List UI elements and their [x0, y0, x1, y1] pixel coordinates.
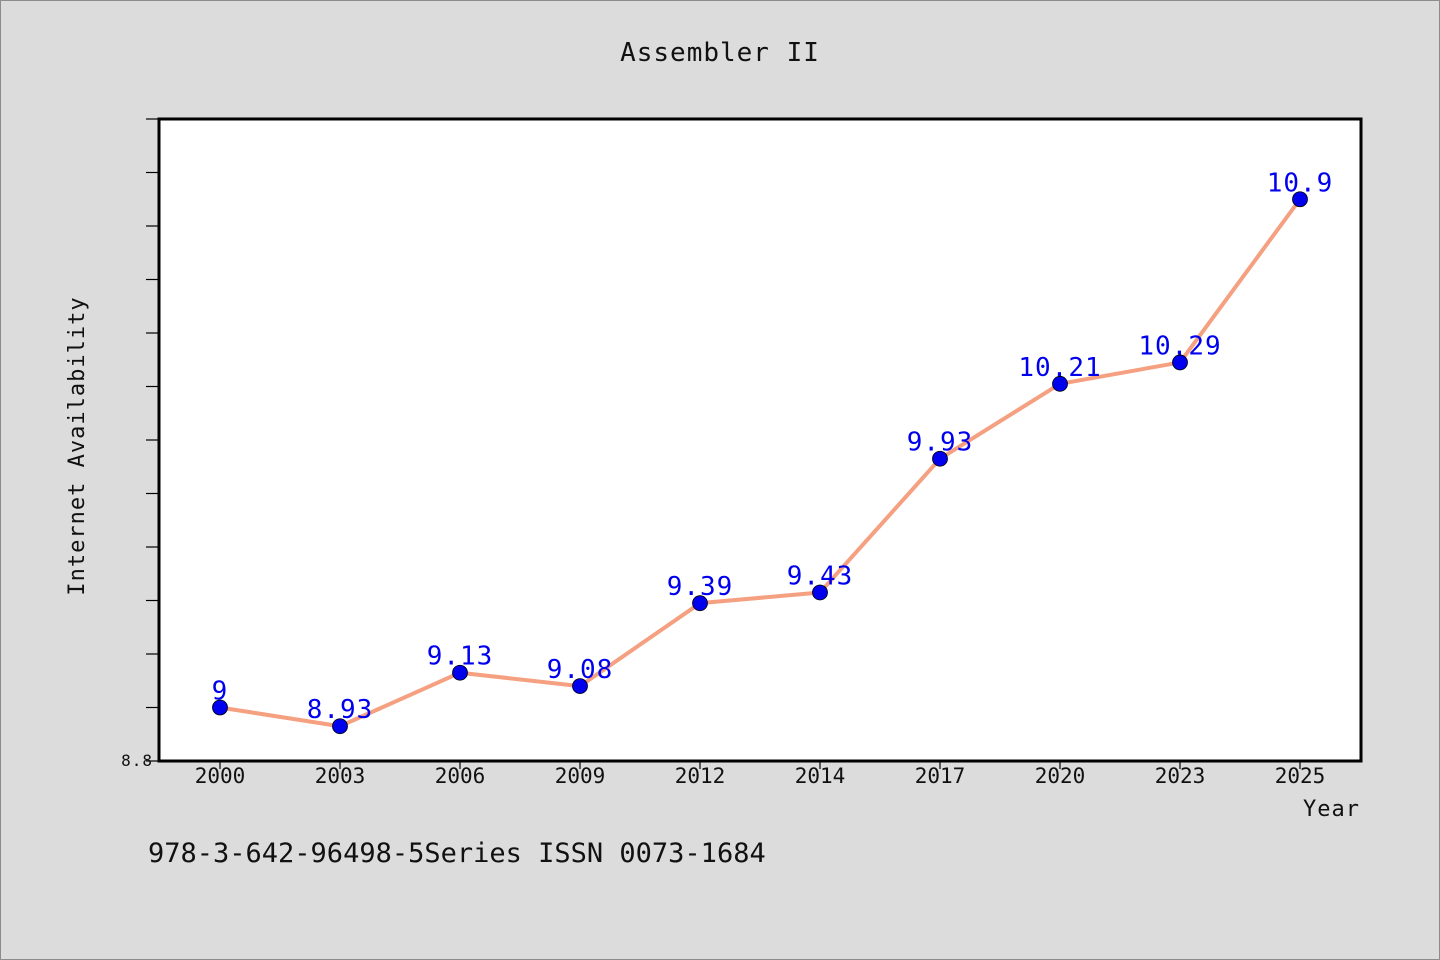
- x-axis-tick-labels: 2000 2003 2006 2009 2012 2014 2017 2020 2023 2025: [195, 764, 1326, 788]
- x-tick-label: 2025: [1275, 764, 1326, 788]
- data-label: 9.13: [427, 642, 494, 672]
- data-point: [692, 595, 708, 612]
- chart-title: Assembler II: [620, 38, 820, 68]
- x-tick-label: 2020: [1035, 764, 1086, 788]
- data-label: 10.21: [1018, 353, 1101, 383]
- x-tick-label: 2009: [555, 764, 606, 788]
- data-point: [1172, 354, 1188, 371]
- x-tick-label: 2012: [675, 764, 726, 788]
- x-tick-label: 2014: [795, 764, 846, 788]
- data-label: 9.39: [667, 572, 734, 602]
- y-axis-label: Internet Availability: [65, 296, 90, 595]
- x-tick-label: 2006: [435, 764, 486, 788]
- x-tick-label: 2000: [195, 764, 246, 788]
- x-tick-label: 2017: [915, 764, 966, 788]
- data-label: 10.9: [1267, 168, 1334, 198]
- data-label: 8.93: [307, 695, 374, 725]
- data-label: 9.43: [787, 561, 854, 591]
- data-label: 9.08: [547, 655, 614, 685]
- data-point: [1292, 191, 1308, 208]
- x-tick-label: 2023: [1155, 764, 1206, 788]
- footer-text: 978-3-642-96498-5Series ISSN 0073-1684: [148, 838, 766, 869]
- data-point: [812, 584, 828, 601]
- x-tick-label: 2003: [315, 764, 366, 788]
- data-label: 10.29: [1138, 331, 1221, 361]
- series-line: [218, 197, 1302, 729]
- data-point: [572, 678, 588, 694]
- x-axis-ticks: [219, 761, 1301, 769]
- data-point: [332, 718, 348, 735]
- x-axis-label: Year: [1303, 797, 1360, 822]
- plot-area: [157, 117, 1363, 763]
- data-label: 9: [212, 677, 229, 707]
- y-axis-ticks: [146, 118, 159, 762]
- data-label: 9.93: [907, 428, 974, 458]
- y-axis-min-label: 8.8: [121, 751, 153, 770]
- data-point: [1052, 375, 1068, 392]
- series-layer: 9 8.93 9.13 9.08 9.39 9.43 9.93 10.21 10.29 10.9: [212, 168, 1334, 735]
- data-point: [932, 450, 948, 467]
- data-point: [452, 664, 468, 681]
- data-point: [212, 699, 228, 716]
